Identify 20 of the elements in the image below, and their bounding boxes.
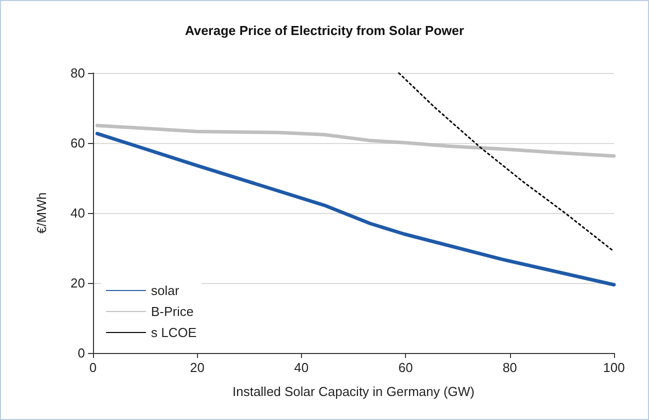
y-tick-label: 60 xyxy=(70,136,85,150)
legend-label: B-Price xyxy=(151,304,194,319)
x-tick-label: 60 xyxy=(398,360,413,375)
y-tick-label: 0 xyxy=(78,346,85,360)
y-tick-label: 20 xyxy=(70,276,85,290)
y-tick-label: 40 xyxy=(70,206,85,220)
x-tick-label: 20 xyxy=(190,360,204,375)
chart-title: Average Price of Electricity from Solar Power xyxy=(184,23,464,38)
x-tick-label: 0 xyxy=(89,360,97,375)
line-series xyxy=(95,132,616,286)
legend-label: s LCOE xyxy=(151,325,197,340)
x-axis-title: Installed Solar Capacity in Germany (GW) xyxy=(232,384,475,399)
y-tick-label: 80 xyxy=(70,66,85,80)
line-series xyxy=(398,72,615,252)
legend-label: solar xyxy=(151,283,180,298)
y-axis-title: €/MWh xyxy=(34,192,49,234)
x-tick-label: 100 xyxy=(603,360,625,375)
line-series xyxy=(95,124,616,158)
x-tick-label: 80 xyxy=(502,360,518,375)
x-tick-label: 40 xyxy=(294,360,309,375)
